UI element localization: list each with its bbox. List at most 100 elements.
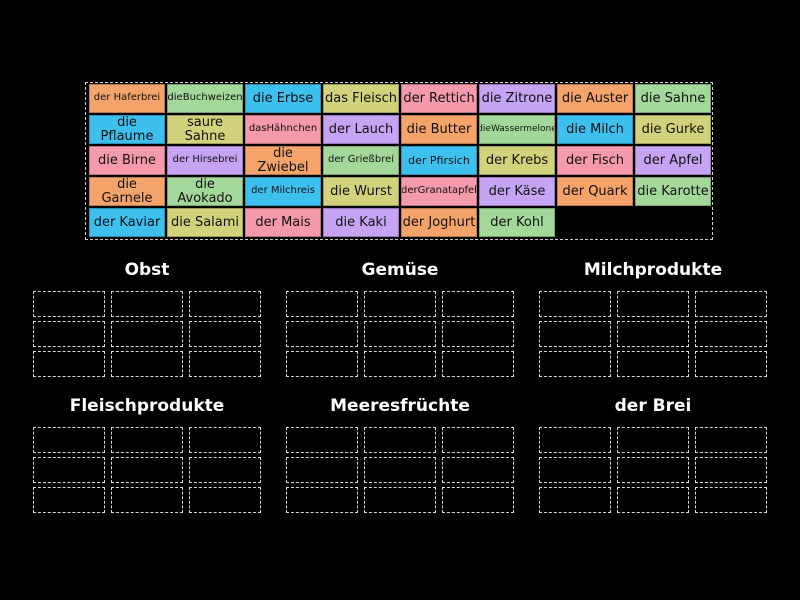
drop-slot[interactable] — [33, 321, 105, 347]
word-tile[interactable]: der Krebs — [479, 146, 555, 175]
drop-slot[interactable] — [33, 427, 105, 453]
drop-slot[interactable] — [33, 457, 105, 483]
word-tile[interactable]: die Karotte — [635, 177, 711, 206]
word-tile[interactable]: der Grießbrei — [323, 146, 399, 175]
drop-slot[interactable] — [617, 351, 689, 377]
drop-slot[interactable] — [539, 351, 611, 377]
word-tile[interactable]: der Kaviar — [89, 208, 165, 237]
word-tile[interactable]: der Haferbrei — [89, 84, 165, 113]
drop-slot[interactable] — [695, 427, 767, 453]
word-tile[interactable]: der Fisch — [557, 146, 633, 175]
drop-slot[interactable] — [286, 487, 358, 513]
word-tile[interactable]: der Milchreis — [245, 177, 321, 206]
drop-slot[interactable] — [442, 321, 514, 347]
word-tile[interactable]: die Salami — [167, 208, 243, 237]
drop-slot[interactable] — [111, 487, 183, 513]
word-tile[interactable]: die Milch — [557, 115, 633, 144]
drop-slot[interactable] — [617, 457, 689, 483]
drop-slot[interactable] — [695, 291, 767, 317]
drop-slot[interactable] — [539, 487, 611, 513]
word-tile-label: die Salami — [170, 214, 240, 230]
word-tile[interactable]: der Pfirsich — [401, 146, 477, 175]
word-tile[interactable]: der Käse — [479, 177, 555, 206]
word-tile-label: der Fisch — [565, 152, 625, 168]
word-tile[interactable]: der Kohl — [479, 208, 555, 237]
word-tile[interactable]: der Rettich — [401, 84, 477, 113]
word-tile[interactable]: die Zitrone — [479, 84, 555, 113]
drop-slot[interactable] — [442, 487, 514, 513]
word-tile[interactable]: die Buchweizen — [167, 84, 243, 113]
word-tile[interactable]: die Zwiebel — [245, 146, 321, 175]
word-tile[interactable]: die Birne — [89, 146, 165, 175]
drop-slot[interactable] — [695, 321, 767, 347]
drop-slot[interactable] — [33, 487, 105, 513]
word-tile[interactable]: die Gurke — [635, 115, 711, 144]
drop-slot[interactable] — [189, 291, 261, 317]
word-tile[interactable]: der Quark — [557, 177, 633, 206]
drop-slot[interactable] — [442, 457, 514, 483]
drop-slot[interactable] — [695, 351, 767, 377]
drop-slot[interactable] — [189, 427, 261, 453]
drop-slot[interactable] — [442, 351, 514, 377]
drop-slot[interactable] — [442, 291, 514, 317]
drop-slot[interactable] — [286, 291, 358, 317]
drop-slot[interactable] — [33, 291, 105, 317]
drop-slot[interactable] — [111, 291, 183, 317]
word-tile[interactable]: die Sahne — [635, 84, 711, 113]
word-tile[interactable]: die Auster — [557, 84, 633, 113]
drop-slot[interactable] — [364, 457, 436, 483]
word-tile[interactable]: der Apfel — [635, 146, 711, 175]
word-tile[interactable]: die Garnele — [89, 177, 165, 206]
drop-slot[interactable] — [695, 457, 767, 483]
drop-slot[interactable] — [539, 291, 611, 317]
drop-slot[interactable] — [111, 351, 183, 377]
word-tile[interactable]: saure Sahne — [167, 115, 243, 144]
drop-slot[interactable] — [111, 427, 183, 453]
drop-slot[interactable] — [111, 457, 183, 483]
drop-slot[interactable] — [189, 487, 261, 513]
drop-slot[interactable] — [539, 321, 611, 347]
drop-slot[interactable] — [617, 427, 689, 453]
drop-slot[interactable] — [442, 427, 514, 453]
word-tile[interactable]: die Pflaume — [89, 115, 165, 144]
drop-slot[interactable] — [364, 321, 436, 347]
word-tile[interactable]: der Hirsebrei — [167, 146, 243, 175]
word-tile[interactable]: das Fleisch — [323, 84, 399, 113]
drop-slot[interactable] — [189, 321, 261, 347]
word-tile-label: die Avokado — [177, 177, 233, 206]
word-tile[interactable]: die Wurst — [323, 177, 399, 206]
drop-slot[interactable] — [189, 457, 261, 483]
drop-slot[interactable] — [364, 291, 436, 317]
word-tile-label: der Pfirsich — [408, 153, 470, 167]
drop-slot[interactable] — [286, 321, 358, 347]
drop-slot[interactable] — [33, 351, 105, 377]
word-tile[interactable]: die Butter — [401, 115, 477, 144]
word-tile-label: die Garnele — [101, 177, 153, 206]
drop-slot[interactable] — [617, 487, 689, 513]
word-tile[interactable]: die Avokado — [167, 177, 243, 206]
drop-slot[interactable] — [286, 351, 358, 377]
drop-slot[interactable] — [189, 351, 261, 377]
word-tile[interactable]: das Hähnchen — [245, 115, 321, 144]
word-tile-label: Granatapfel — [417, 185, 477, 197]
word-tile-label: die Auster — [561, 90, 629, 106]
word-tile-label: die Zitrone — [481, 90, 553, 106]
word-tile[interactable]: die Erbse — [245, 84, 321, 113]
drop-slot[interactable] — [539, 457, 611, 483]
word-tile[interactable]: der Lauch — [323, 115, 399, 144]
drop-slot[interactable] — [364, 487, 436, 513]
drop-slot[interactable] — [364, 351, 436, 377]
drop-slot[interactable] — [286, 457, 358, 483]
drop-slot[interactable] — [695, 487, 767, 513]
drop-slot[interactable] — [364, 427, 436, 453]
word-tile[interactable]: der Granatapfel — [401, 177, 477, 206]
word-tile[interactable]: der Mais — [245, 208, 321, 237]
drop-slot[interactable] — [286, 427, 358, 453]
drop-slot[interactable] — [111, 321, 183, 347]
word-tile[interactable]: der Joghurt — [401, 208, 477, 237]
word-tile[interactable]: dieWassermelone — [479, 115, 555, 144]
word-tile[interactable]: die Kaki — [323, 208, 399, 237]
drop-slot[interactable] — [617, 291, 689, 317]
drop-slot[interactable] — [617, 321, 689, 347]
drop-slot[interactable] — [539, 427, 611, 453]
